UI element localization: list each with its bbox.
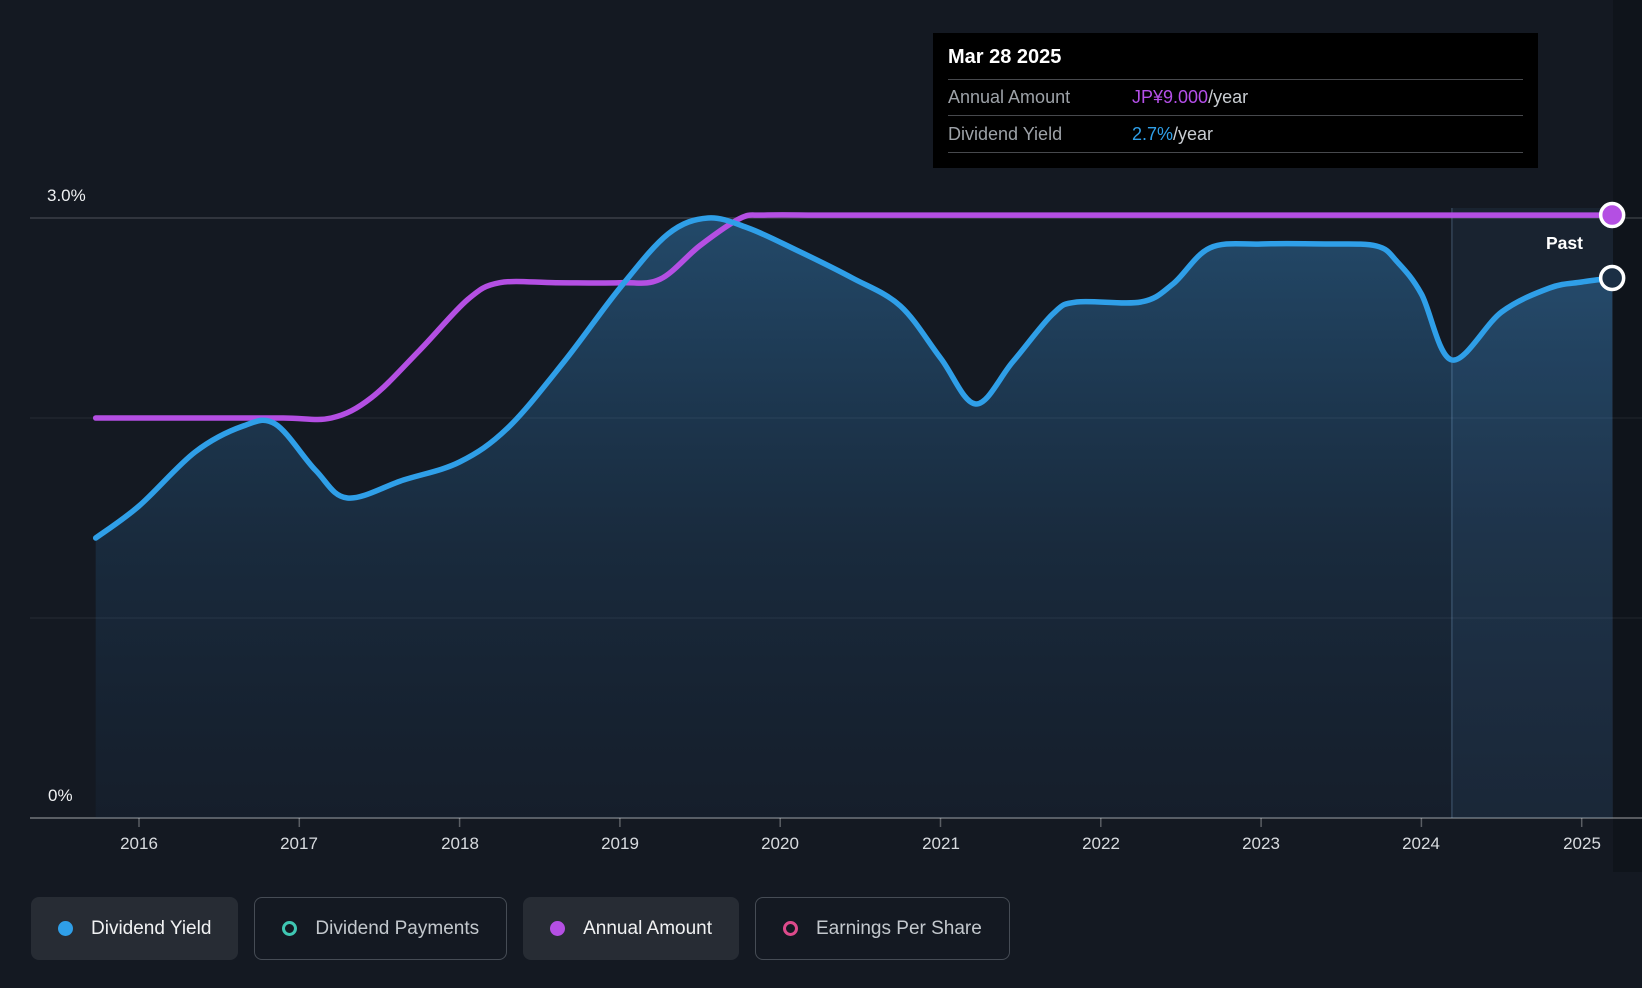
tooltip-row-dividend-yield: Dividend Yield 2.7%/year: [948, 115, 1523, 153]
dividend-yield-area: [95, 217, 1613, 819]
tooltip-label: Dividend Yield: [948, 123, 1063, 144]
legend-label: Dividend Payments: [315, 917, 480, 939]
x-tick-label: 2025: [1563, 834, 1601, 853]
x-tick-label: 2018: [441, 834, 479, 853]
legend-button-earnings-per-share[interactable]: Earnings Per Share: [755, 897, 1010, 960]
x-axis-labels: 2016 2017 2018 2019 2020 2021 2022 2023 …: [120, 834, 1601, 853]
x-tick-label: 2022: [1082, 834, 1120, 853]
dividend-yield-end-marker[interactable]: [1598, 264, 1626, 292]
series-end-markers: [1598, 201, 1626, 292]
past-highlight-band: [1451, 208, 1613, 818]
recent-period-band: [1451, 208, 1613, 818]
y-axis-label-bottom: 0%: [48, 786, 73, 805]
x-tick-label: 2019: [601, 834, 639, 853]
legend-label: Annual Amount: [583, 917, 712, 939]
annual-amount-line: [92, 212, 1615, 423]
dividend-payments-ring-icon: [282, 921, 298, 936]
tooltip-value-suffix: /year: [1173, 123, 1214, 144]
chart-tooltip: Mar 28 2025 Annual Amount JP¥9.000/year …: [933, 33, 1538, 168]
annual-amount-end-marker[interactable]: [1598, 201, 1626, 229]
tooltip-date: Mar 28 2025: [948, 46, 1062, 68]
chart-legend: Dividend Yield Dividend Payments Annual …: [31, 897, 1010, 960]
chart-right-margin: [1613, 0, 1642, 872]
annual-amount-dot-icon: [550, 921, 566, 936]
legend-label: Dividend Yield: [91, 917, 212, 939]
tooltip-row-annual-amount: Annual Amount JP¥9.000/year: [948, 79, 1523, 115]
dividend-yield-line: [92, 215, 1615, 541]
x-tick-label: 2020: [761, 834, 799, 853]
tooltip-value-suffix: /year: [1208, 87, 1249, 107]
x-tick-label: 2024: [1402, 834, 1440, 853]
x-tick-label: 2023: [1242, 834, 1280, 853]
tooltip-value-dividend-yield: 2.7%: [1132, 123, 1174, 144]
series-lines: [92, 212, 1615, 541]
yield-area-fill: [95, 217, 1613, 819]
legend-button-dividend-payments[interactable]: Dividend Payments: [254, 897, 508, 960]
x-tick-label: 2017: [280, 834, 318, 853]
x-tick-label: 2021: [922, 834, 960, 853]
tooltip-label: Annual Amount: [948, 87, 1071, 107]
tooltip-value-annual-amount: JP¥9.000: [1132, 87, 1209, 107]
earnings-per-share-ring-icon: [783, 921, 798, 936]
dividend-yield-dot-icon: [58, 921, 73, 936]
y-axis-label-top: 3.0%: [47, 186, 86, 205]
dividend-yield-chart[interactable]: 3.0% 0% 2016 2017 2018 2019 2020 2021 20…: [0, 0, 1642, 872]
past-label: Past: [1546, 233, 1583, 253]
legend-label: Earnings Per Share: [816, 917, 982, 939]
x-tick-label: 2016: [120, 834, 158, 853]
legend-button-annual-amount[interactable]: Annual Amount: [523, 897, 739, 960]
legend-button-dividend-yield[interactable]: Dividend Yield: [31, 897, 239, 960]
